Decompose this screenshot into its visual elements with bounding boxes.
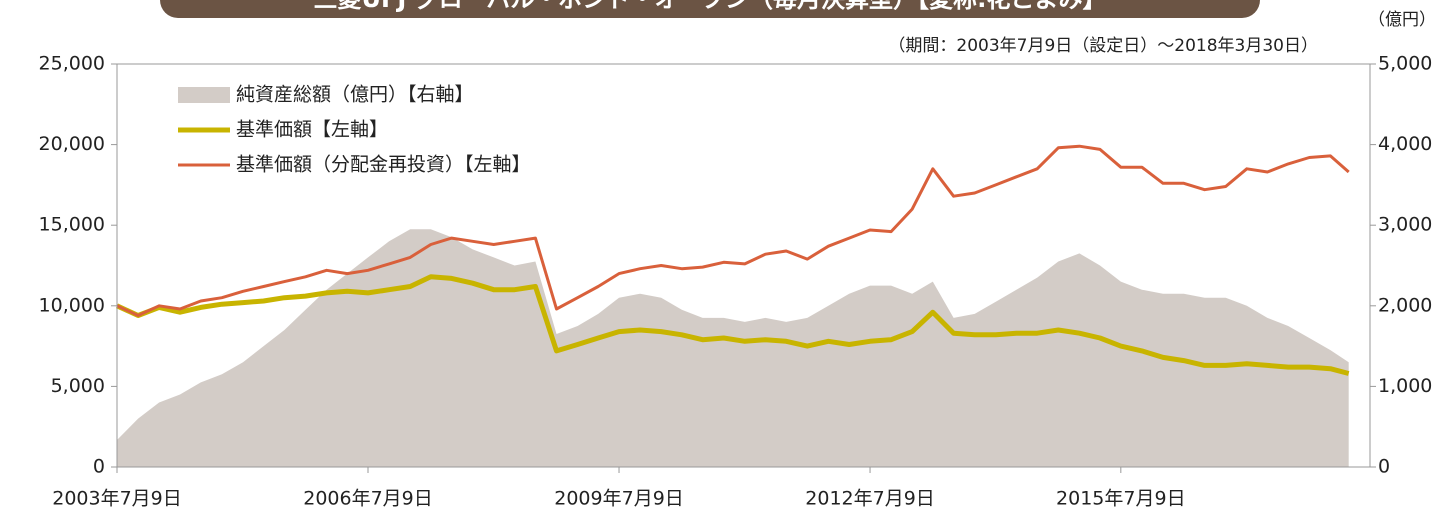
y-tick-label: 5,000 [51, 375, 105, 397]
subtitle: （期間：2003年7月9日（設定日）～2018年3月30日） [888, 36, 1318, 56]
line [116, 144, 1350, 317]
y-tick-label: 0 [93, 456, 105, 478]
y-tick-label: 20,000 [39, 133, 105, 155]
legend-swatch [178, 87, 230, 103]
title-banner [160, 0, 1260, 18]
y-tick-label: 15,000 [39, 214, 105, 236]
y2-unit: （億円） [1368, 10, 1436, 30]
x-tick-label: 2009年7月9日 [554, 488, 684, 510]
legend-label: 基準価額【左軸】 [236, 119, 388, 141]
y2-tick-label: 3,000 [1378, 214, 1432, 236]
y-tick-label: 10,000 [39, 294, 105, 316]
y2-tick-label: 2,000 [1378, 294, 1432, 316]
plot-frame [116, 63, 1371, 468]
legend-label: 基準価額（分配金再投資）【左軸】 [236, 154, 531, 176]
y2-tick-label: 1,000 [1378, 375, 1432, 397]
x-tick-label: 2015年7月9日 [1056, 488, 1186, 510]
y2-tick-label: 5,000 [1378, 53, 1432, 75]
y2-tick-label: 4,000 [1378, 133, 1432, 155]
x-tick-label: 2003年7月9日 [52, 488, 182, 510]
area [117, 229, 1349, 467]
y-tick-label: 25,000 [39, 53, 105, 75]
x-tick-label: 2006年7月9日 [303, 488, 433, 510]
y2-tick-label: 0 [1378, 456, 1390, 478]
line [115, 274, 1350, 376]
legend-label: 純資産総額（億円）【右軸】 [236, 84, 474, 106]
x-tick-label: 2012年7月9日 [805, 488, 935, 510]
chart-title: 三菱UFJ グローバル・ボンド・オープン（毎月決算型）【愛称:花こよみ】 [313, 0, 1106, 13]
